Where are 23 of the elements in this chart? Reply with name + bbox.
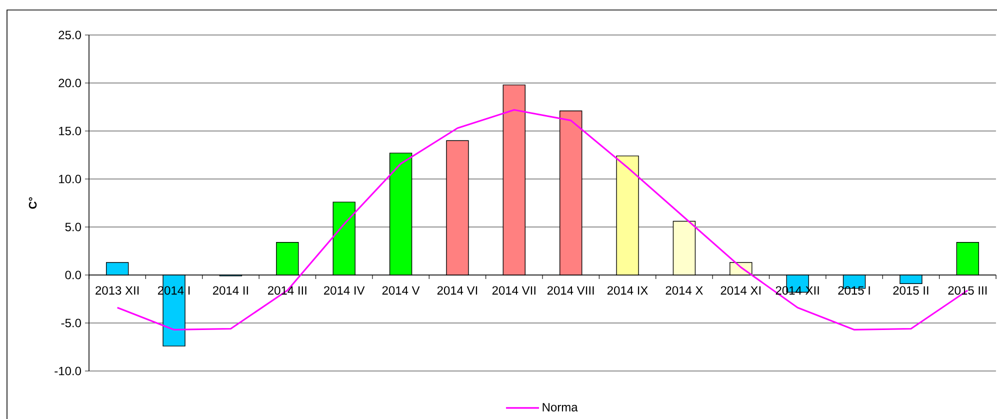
- x-tick-label: 2015 I: [838, 286, 870, 295]
- y-tick-label: 10.0: [59, 174, 82, 184]
- x-tick-label: 2014 VII: [492, 286, 536, 295]
- legend-label: Norma: [542, 403, 578, 412]
- y-tick-label: 0.0: [65, 270, 82, 280]
- x-tick-label: 2014 II: [212, 286, 248, 295]
- y-axis-title: C°: [28, 197, 37, 209]
- x-tick-label: 2014 X: [666, 286, 703, 295]
- x-tick-label: 2015 III: [948, 286, 987, 295]
- x-tick-label: 2013 XII: [96, 286, 139, 295]
- y-tick-label: -10.0: [54, 366, 82, 376]
- x-tick-label: 2014 IV: [324, 286, 365, 295]
- y-tick-label: 25.0: [58, 30, 82, 40]
- y-tick-label: 5.0: [65, 222, 82, 232]
- x-tick-label: 2014 VI: [437, 286, 478, 295]
- x-tick-label: 2015 II: [893, 286, 928, 295]
- x-tick-label: 2014 VIII: [547, 286, 594, 295]
- x-tick-label: 2014 IX: [607, 286, 648, 295]
- x-tick-label: 2014 V: [382, 286, 420, 295]
- x-tick-label: 2014 XI: [720, 286, 760, 295]
- y-tick-label: 15.0: [59, 126, 82, 136]
- y-tick-label: 20.0: [58, 78, 82, 88]
- y-tick-label: -5.0: [61, 318, 82, 328]
